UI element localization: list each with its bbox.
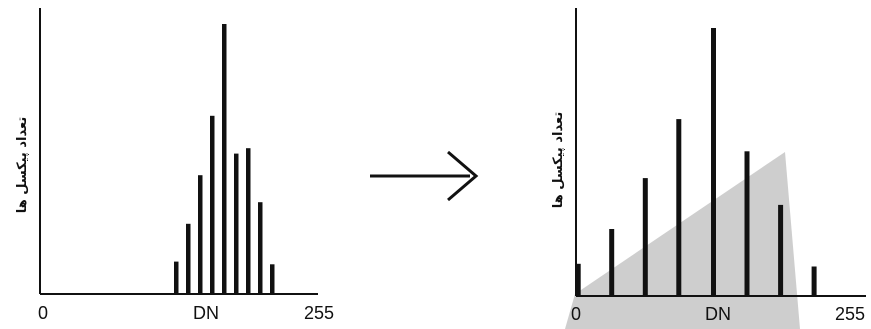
right-chart: 0 255 DN تعداد پیکسل ها [551, 8, 866, 324]
right-histogram-bar [575, 263, 581, 296]
right-histogram-bar [609, 229, 615, 296]
left-x-tick-max: 255 [304, 303, 334, 323]
left-y-label: تعداد پیکسل ها [15, 117, 30, 213]
right-histogram-bar [711, 28, 716, 296]
left-histogram-bar [174, 261, 179, 294]
right-x-tick-max: 255 [835, 304, 865, 324]
left-histogram-bar [270, 264, 275, 294]
right-histogram-bar [778, 204, 784, 296]
left-histogram-bar [234, 153, 239, 294]
right-y-label: تعداد پیکسل ها [551, 112, 566, 208]
left-histogram-bar [198, 175, 203, 294]
right-histogram-bar [642, 178, 648, 296]
left-x-tick-min: 0 [38, 303, 48, 323]
shading-overlay [565, 152, 800, 329]
right-histogram-bar [811, 266, 817, 296]
left-histogram-bar [186, 223, 191, 294]
right-histogram-bar [676, 119, 682, 296]
right-histogram-bar [744, 151, 750, 296]
right-x-tick-min: 0 [571, 304, 581, 324]
left-chart: 0 255 DN تعداد پیکسل ها [15, 8, 334, 323]
right-x-label: DN [705, 304, 731, 324]
right-arrow-icon [370, 150, 479, 202]
left-histogram-bar [222, 24, 227, 294]
left-histogram-bar [210, 115, 215, 294]
left-histogram-bar [246, 148, 251, 294]
left-histogram-bar [258, 202, 263, 294]
left-x-label: DN [193, 303, 219, 323]
